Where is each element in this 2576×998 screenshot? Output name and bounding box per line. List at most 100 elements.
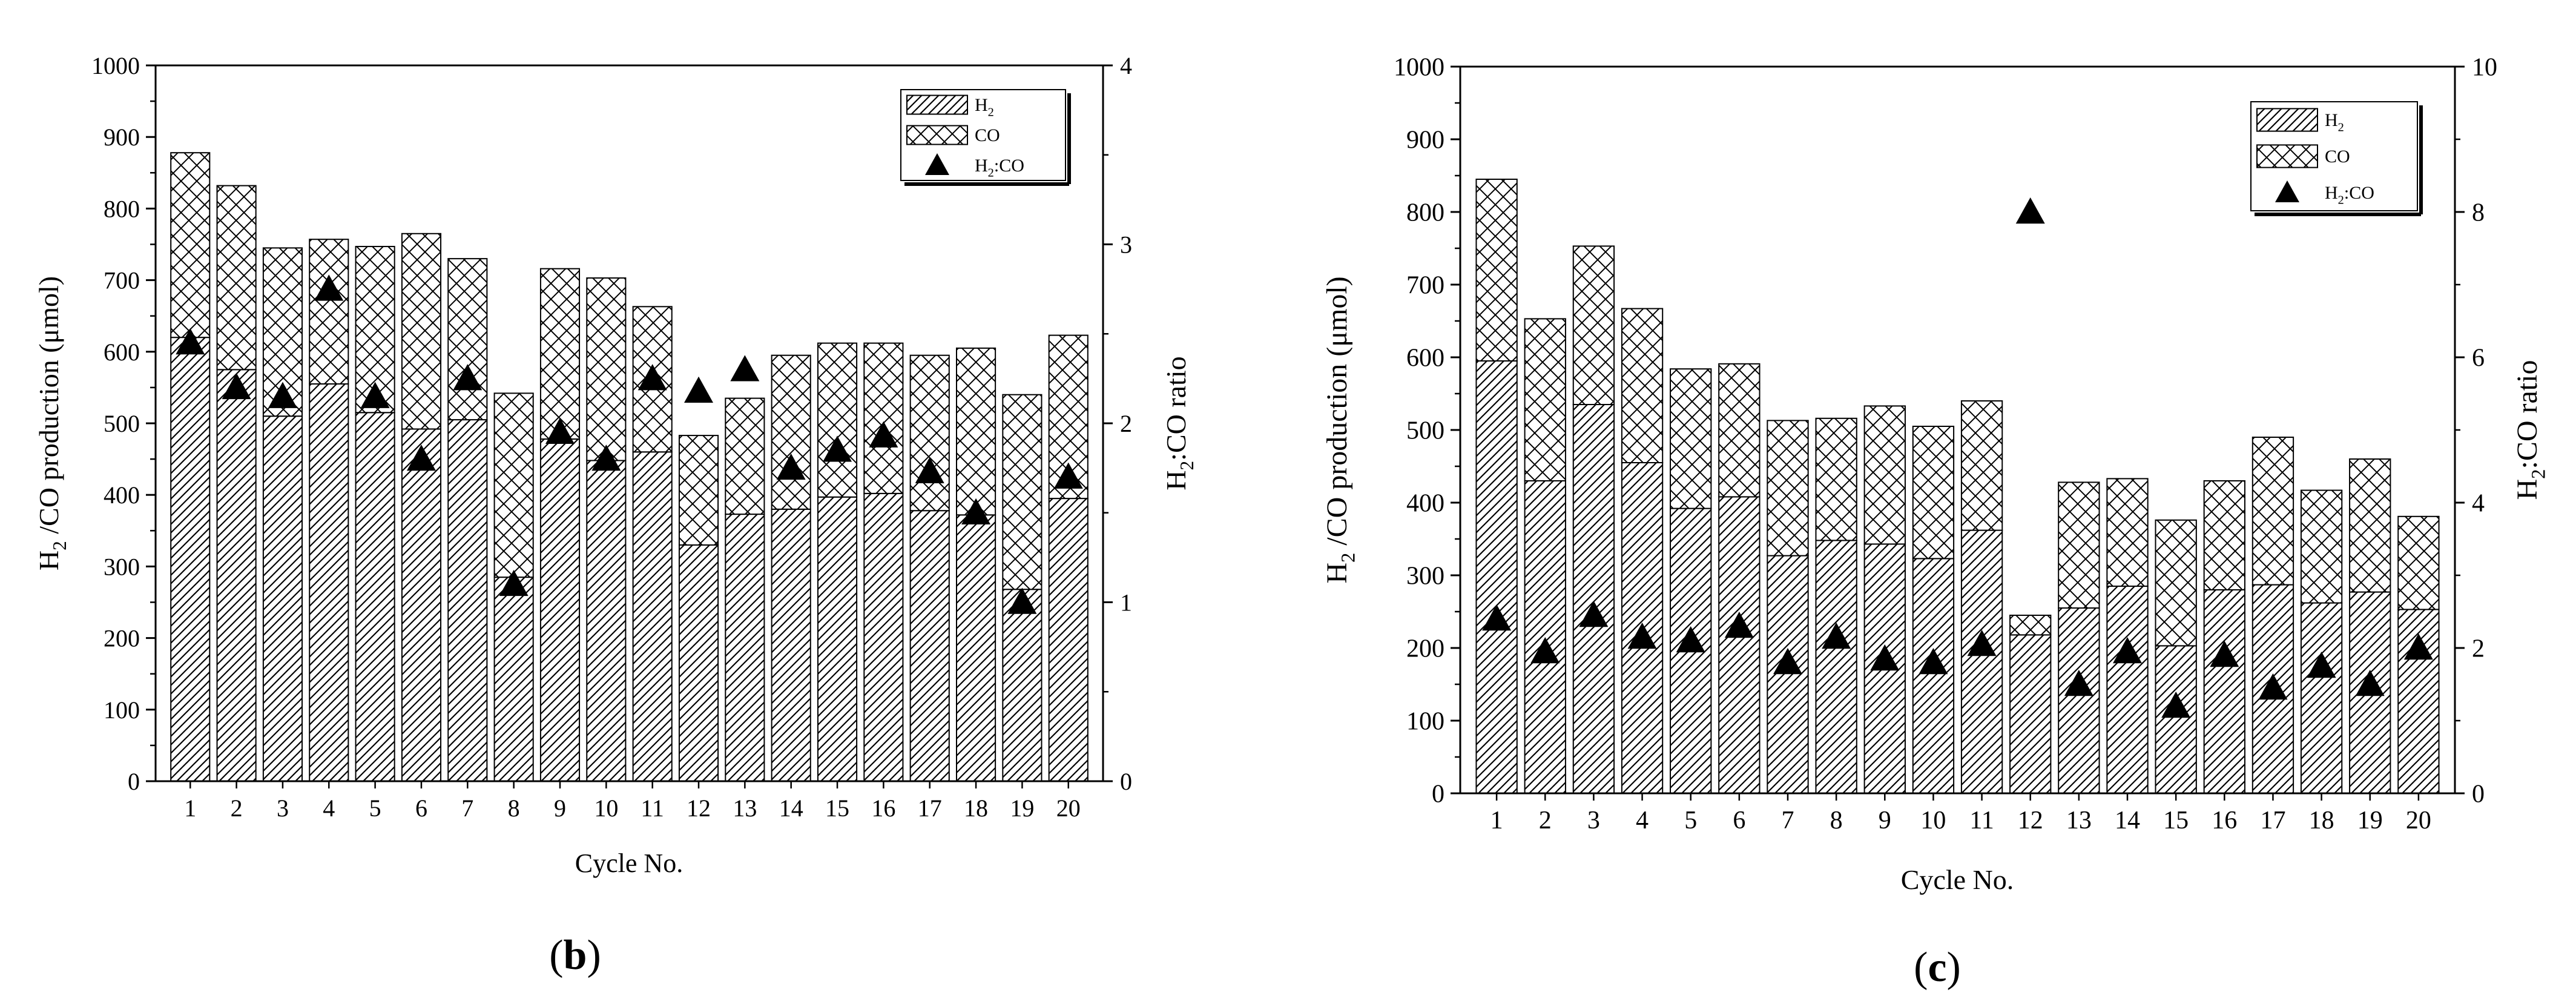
chart-c-bar-co-5	[1670, 368, 1712, 509]
chart-c-ratio-marker-14	[2113, 637, 2143, 664]
chart-b-ratio-marker-20	[1053, 462, 1083, 489]
chart-b-bar-h2-6	[401, 428, 442, 782]
chart-c-legend-swatch-co	[2256, 144, 2318, 168]
chart-b-ratio-marker-7	[453, 364, 483, 391]
chart-b-bar-h2-20	[1048, 498, 1089, 782]
chart-b-y2-tick-label: 4	[1120, 52, 1132, 79]
chart-c-ratio-marker-11	[1967, 630, 1997, 656]
chart-c-legend-swatch-ratio	[2275, 180, 2299, 202]
chart-c-ratio-marker-5	[1676, 626, 1705, 653]
chart-c-y2-tick-label: 4	[2472, 490, 2485, 518]
chart-b-ratio-marker-1	[176, 328, 205, 355]
chart-b-y-tick-label: 500	[104, 410, 140, 437]
chart-b-y-tick-label: 1000	[91, 52, 140, 79]
chart-b-bar-co-8	[493, 392, 534, 578]
chart-b-bar-h2-11	[632, 451, 673, 782]
chart-c-y-tick-label: 700	[1406, 272, 1444, 300]
chart-b-bar-h2-13	[725, 514, 765, 782]
chart-c-bar-co-9	[1863, 405, 1906, 545]
chart-c-bar-co-18	[2300, 489, 2343, 604]
chart-c-ratio-marker-9	[1870, 644, 1900, 671]
chart-c-bar-co-12	[2009, 615, 2052, 636]
chart-b-bar-co-9	[539, 268, 581, 440]
chart-c-bars	[1475, 179, 2440, 795]
chart-c-bar-co-10	[1912, 426, 1955, 560]
chart-b-panel-label: (b)	[549, 932, 601, 979]
chart-c-ratio-marker-15	[2161, 692, 2191, 718]
chart-c-bar-co-7	[1767, 420, 1809, 557]
chart-b-y-tick-label: 100	[104, 696, 140, 724]
chart-b-bar-h2-15	[817, 496, 858, 782]
chart-c-x-tick-label: 8	[1830, 807, 1843, 834]
chart-c-x-tick-label: 9	[1879, 807, 1891, 834]
chart-c-ratio-marker-1	[1482, 604, 1512, 631]
chart-b-x-tick-label: 11	[641, 795, 664, 822]
chart-c-y2-tick-label: 10	[2472, 54, 2497, 82]
chart-c-y-tick-label: 500	[1406, 417, 1444, 445]
chart-c-x-tick-label: 13	[2066, 807, 2092, 834]
chart-c-y-tick-label: 200	[1406, 635, 1444, 663]
chart-b-bar-co-10	[586, 277, 627, 461]
chart-b-ratio-marker-19	[1007, 587, 1037, 614]
chart-b-bar-h2-19	[1002, 589, 1043, 782]
chart-b-y-axis: 0 100 200 300 400 500 600 700 800 900 1000 H2 /CO p…	[33, 52, 156, 795]
chart-c-y-axis-title: H2 /CO production (μmol)	[1321, 276, 1359, 583]
chart-c-legend: H2 CO H2:CO	[2250, 101, 2423, 216]
chart-b-ratio-marker-13	[730, 355, 760, 382]
chart-c-legend-label: CO	[2325, 147, 2350, 167]
chart-c-x-tick-label: 3	[1587, 807, 1600, 834]
chart-c-bar-h2-15	[2155, 645, 2197, 795]
chart-c-legend-label: H2:CO	[2325, 183, 2374, 207]
chart-b-x-tick-label: 15	[825, 795, 849, 822]
chart-c-bar-co-17	[2252, 437, 2294, 586]
chart-c-bar-h2-8	[1815, 540, 1857, 795]
chart-b-bar-h2-17	[909, 510, 950, 782]
chart-c-bar-co-8	[1815, 417, 1857, 541]
chart-b-x-tick-label: 10	[594, 795, 618, 822]
chart-b-bar-h2-2	[216, 369, 257, 782]
chart-c-ratio-marker-16	[2210, 641, 2239, 667]
chart-c-bar-co-20	[2397, 515, 2440, 610]
chart-c-bar-h2-1	[1475, 360, 1518, 794]
chart-b-bar-h2-14	[771, 508, 811, 782]
chart-c-x-tick-label: 11	[1969, 807, 1994, 834]
chart-c-x-tick-label: 18	[2309, 807, 2334, 834]
chart-c-x-tick-label: 6	[1733, 807, 1745, 834]
chart-b-y2-axis: 0 1 2 3 4 H2:CO ratio	[1103, 52, 1197, 795]
chart-b-x-tick-label: 6	[415, 795, 427, 822]
chart-b-legend-swatch-h2	[906, 94, 968, 115]
chart-c-bar-h2-10	[1912, 558, 1955, 795]
chart-c-legend-label: H2	[2325, 110, 2344, 134]
chart-b-ratio-marker-2	[222, 372, 251, 400]
chart-b-x-tick-label: 1	[184, 795, 196, 822]
chart-c-y2-axis: 0 2 4 6 8 10 H2:CO ratio	[2455, 54, 2549, 808]
chart-c-y2-tick-label: 6	[2472, 345, 2485, 372]
chart-b-bar-co-18	[955, 347, 996, 516]
chart-c-y-tick-label: 0	[1432, 781, 1444, 808]
chart-c-bar-h2-2	[1524, 480, 1566, 794]
chart-b-ratio-marker-6	[406, 444, 436, 471]
chart-b-x-tick-label: 8	[508, 795, 520, 822]
chart-b-ratio-marker-14	[776, 453, 806, 480]
chart-b-bar-co-16	[863, 342, 904, 494]
chart-b-bar-h2-18	[955, 514, 996, 782]
chart-b-y-axis-title: H2 /CO production (μmol)	[33, 276, 70, 570]
chart-c-x-tick-label: 7	[1781, 807, 1794, 834]
chart-c-x-tick-label: 17	[2260, 807, 2285, 834]
chart-c-x-tick-label: 15	[2163, 807, 2189, 834]
chart-c-bar-co-2	[1524, 318, 1566, 482]
chart-b-x-tick-label: 17	[918, 795, 942, 822]
chart-b-y-tick-label: 800	[104, 195, 140, 222]
chart-c-x-tick-label: 14	[2115, 807, 2140, 834]
chart-b-x-tick-label: 12	[687, 795, 711, 822]
chart-b-x-tick-label: 16	[871, 795, 895, 822]
chart-c-y-tick-label: 900	[1406, 127, 1444, 154]
chart-c-bar-co-6	[1718, 363, 1761, 498]
chart-b-y2-tick-label: 3	[1120, 231, 1132, 259]
chart-b-ratio-marker-8	[499, 569, 529, 596]
